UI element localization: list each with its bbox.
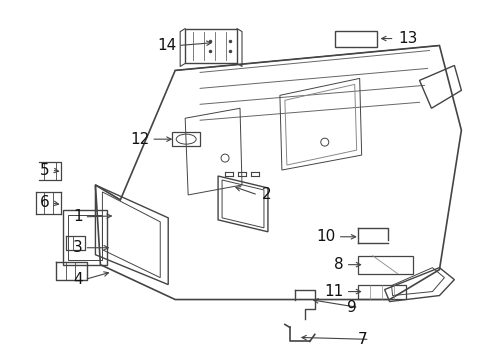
Text: 11: 11 [324, 284, 343, 299]
Text: 10: 10 [317, 229, 336, 244]
Text: 8: 8 [334, 257, 343, 272]
Text: 12: 12 [130, 132, 149, 147]
Text: 13: 13 [398, 31, 418, 46]
Text: 14: 14 [157, 38, 176, 53]
Text: 3: 3 [73, 240, 82, 255]
Text: 5: 5 [40, 162, 49, 177]
Text: 1: 1 [73, 210, 82, 224]
Text: 2: 2 [262, 188, 271, 202]
Text: 9: 9 [347, 300, 357, 315]
Text: 6: 6 [40, 195, 49, 210]
Text: 4: 4 [73, 272, 82, 287]
Text: 7: 7 [358, 332, 368, 347]
